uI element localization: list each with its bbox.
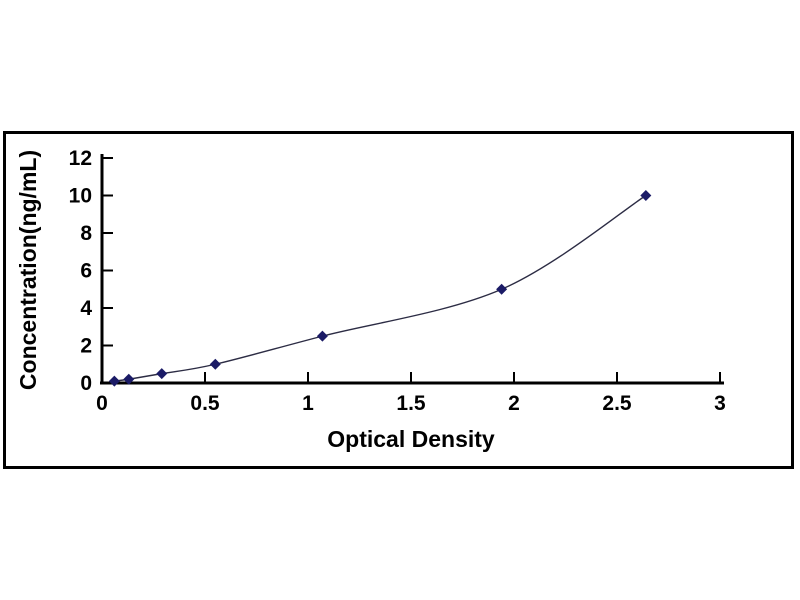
y-tick-label: 12 bbox=[69, 147, 92, 170]
y-tick-label: 6 bbox=[80, 260, 92, 283]
y-tick-label: 2 bbox=[80, 335, 92, 358]
y-tick-label: 10 bbox=[69, 185, 92, 208]
data-point-marker bbox=[108, 375, 120, 387]
y-tick-label: 8 bbox=[80, 222, 92, 245]
series-line bbox=[114, 194, 647, 382]
x-tick-label: 1 bbox=[302, 392, 314, 415]
x-tick-label: 0.5 bbox=[190, 392, 220, 415]
data-point-marker bbox=[316, 330, 328, 342]
data-point-marker bbox=[209, 358, 221, 370]
y-tick-label: 4 bbox=[80, 297, 92, 320]
x-tick-label: 3 bbox=[714, 392, 726, 415]
data-point-marker bbox=[640, 190, 652, 201]
x-tick-label: 2 bbox=[508, 392, 520, 415]
data-point-marker bbox=[123, 373, 135, 385]
x-tick-label: 1.5 bbox=[396, 392, 426, 415]
x-tick-label: 2.5 bbox=[602, 392, 632, 415]
x-tick-label: 0 bbox=[96, 392, 108, 415]
data-point-marker bbox=[496, 283, 508, 295]
chart-frame: Concentration(ng/mL) Optical Density 0 0.… bbox=[3, 131, 794, 469]
data-point-marker bbox=[156, 368, 168, 380]
x-axis-title: Optical Density bbox=[327, 426, 495, 452]
y-tick-label: 0 bbox=[80, 372, 92, 395]
y-axis-title: Concentration(ng/mL) bbox=[15, 150, 41, 390]
standard-curve-chart: Concentration(ng/mL) Optical Density 0 0.… bbox=[15, 147, 726, 452]
